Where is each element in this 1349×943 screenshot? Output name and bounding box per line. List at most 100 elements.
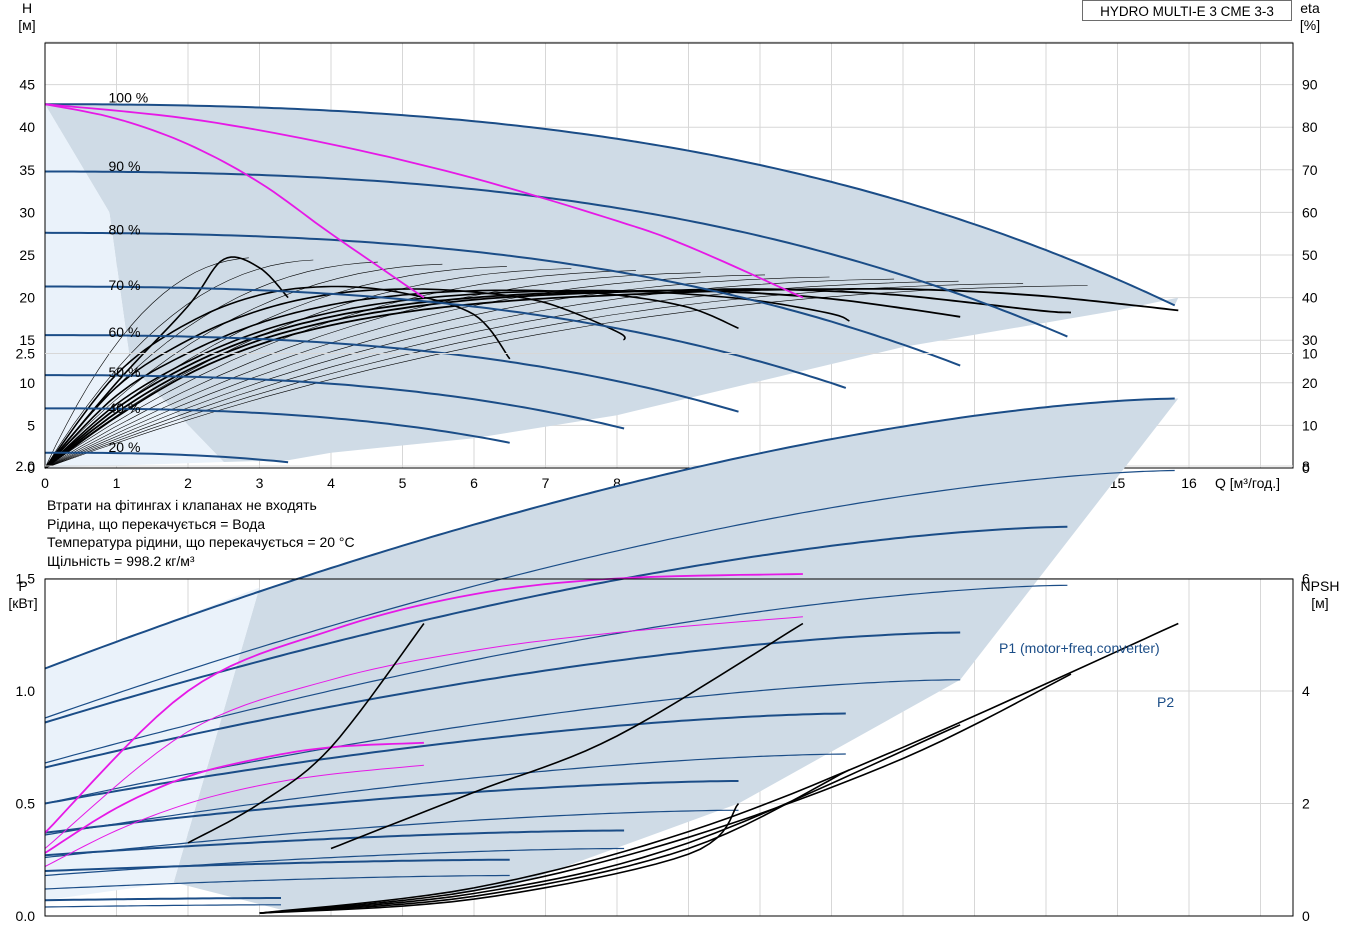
p2-curve bbox=[44, 874, 510, 890]
iso-efficiency-line bbox=[44, 257, 249, 469]
p1-curve bbox=[44, 780, 739, 834]
speed-label: 20 % bbox=[109, 439, 141, 455]
y2-tick-label: 40 bbox=[1302, 290, 1318, 306]
y-tick-label: 5 bbox=[27, 417, 35, 433]
head-operating-envelope bbox=[45, 104, 1179, 462]
npsh-curve bbox=[259, 803, 740, 914]
power-y-axis-unit: [кВт] bbox=[8, 595, 37, 611]
y2-tick-label: 90 bbox=[1302, 77, 1318, 93]
npsh-tick-label: 6 bbox=[1302, 571, 1310, 587]
note-line-1: Втрати на фітингах і клапанах не входять bbox=[47, 497, 317, 513]
head-curve bbox=[45, 374, 625, 430]
y-tick-label: 40 bbox=[19, 119, 35, 135]
npsh-curve bbox=[330, 622, 804, 850]
p1-curve bbox=[44, 858, 510, 872]
p2-curve bbox=[44, 584, 1068, 764]
speed-label: 50 % bbox=[109, 364, 141, 380]
iso-efficiency-line bbox=[44, 278, 895, 469]
power-y-tick-label: 1.5 bbox=[16, 571, 36, 587]
efficiency-curve bbox=[44, 289, 739, 469]
iso-efficiency-line bbox=[44, 274, 766, 469]
p2-curve bbox=[44, 469, 1175, 719]
power-y-tick-label: 0.5 bbox=[16, 796, 36, 812]
note-line-2: Рідина, що перекачується = Вода bbox=[47, 515, 266, 532]
y2-axis-unit: [%] bbox=[1300, 17, 1320, 33]
power-system-curve bbox=[44, 616, 803, 849]
p1-curve-label: P1 (motor+freq.converter) bbox=[999, 640, 1160, 656]
power-y-tick-label: 2.0 bbox=[16, 458, 36, 474]
y2-axis-label: eta bbox=[1300, 0, 1320, 16]
x-tick-label: 16 bbox=[1181, 475, 1197, 491]
efficiency-curve bbox=[44, 285, 511, 469]
speed-label: 70 % bbox=[109, 277, 141, 293]
npsh-curve bbox=[259, 673, 1072, 914]
power-system-curve bbox=[44, 764, 424, 867]
speed-label: 40 % bbox=[109, 400, 141, 416]
y-tick-label: 45 bbox=[19, 77, 35, 93]
iso-efficiency-line bbox=[44, 263, 443, 469]
y2-tick-label: 10 bbox=[1302, 417, 1318, 433]
p2-curve bbox=[44, 809, 739, 859]
npsh-curve bbox=[259, 724, 961, 914]
speed-label: 60 % bbox=[109, 324, 141, 340]
note-line-4: Щільність = 998.2 кг/м³ bbox=[47, 552, 195, 569]
p1-curve bbox=[44, 397, 1175, 670]
x-tick-label: 5 bbox=[399, 475, 407, 491]
head-plot-frame bbox=[44, 42, 1294, 469]
power-system-curve bbox=[44, 573, 803, 834]
head-curve bbox=[45, 103, 1176, 307]
y-tick-label: 0 bbox=[27, 460, 35, 476]
npsh-axis-unit: [м] bbox=[1311, 595, 1328, 611]
system-curve bbox=[44, 103, 804, 299]
power-plot-frame bbox=[44, 578, 1294, 917]
iso-efficiency-line bbox=[44, 259, 314, 469]
head-light-envelope bbox=[45, 104, 224, 468]
head-curve bbox=[45, 407, 510, 444]
speed-label: 80 % bbox=[109, 222, 141, 238]
y2-tick-label: 60 bbox=[1302, 204, 1318, 220]
head-plot: 100 %90 %80 %70 %60 %50 %40 %20 %0 1 2 3 4 5 6… bbox=[18, 0, 1320, 491]
iso-efficiency-line bbox=[44, 276, 830, 469]
efficiency-curve bbox=[44, 256, 289, 469]
iso-efficiency-line bbox=[44, 280, 959, 469]
npsh-curve bbox=[259, 622, 1179, 914]
y-tick-label: 35 bbox=[19, 162, 35, 178]
x-tick-label: 1 bbox=[113, 475, 121, 491]
y-tick-label: 30 bbox=[19, 204, 35, 220]
p1-curve bbox=[44, 897, 281, 902]
y2-tick-label: 20 bbox=[1302, 375, 1318, 391]
p2-curve bbox=[44, 847, 625, 877]
chart-title-box: HYDRO MULTI-E 3 CME 3-3 bbox=[1082, 0, 1292, 21]
x-tick-label: 6 bbox=[470, 475, 478, 491]
y2-tick-label: 30 bbox=[1302, 332, 1318, 348]
power-plot: P1 (motor+freq.converter)P20.00.51.01.52… bbox=[8, 346, 1339, 925]
head-curve bbox=[44, 231, 961, 367]
npsh-curve bbox=[259, 769, 850, 914]
npsh-tick-label: 2 bbox=[1302, 796, 1310, 812]
x-tick-label: 2 bbox=[184, 475, 192, 491]
npsh-axis-label: NPSH bbox=[1301, 578, 1340, 594]
y2-tick-label: 70 bbox=[1302, 162, 1318, 178]
x-tick-label: 7 bbox=[542, 475, 550, 491]
chart-notes: Втрати на фітингах і клапанах не входять… bbox=[47, 496, 355, 570]
y-tick-label: 20 bbox=[19, 290, 35, 306]
iso-efficiency-line bbox=[44, 268, 572, 469]
p2-curve bbox=[44, 679, 961, 805]
y-axis-unit: [м] bbox=[18, 17, 35, 33]
head-curve bbox=[45, 334, 739, 413]
power-system-curve bbox=[44, 741, 424, 854]
x-tick-label: 3 bbox=[256, 475, 264, 491]
p2-curve-label: P2 bbox=[1157, 694, 1174, 710]
iso-efficiency-line bbox=[44, 261, 378, 469]
power-y-tick-label: 1.0 bbox=[16, 683, 36, 699]
speed-label: 100 % bbox=[109, 90, 149, 106]
x-tick-label: 4 bbox=[327, 475, 335, 491]
system-curve bbox=[44, 103, 425, 299]
y2-tick-label: 50 bbox=[1302, 247, 1318, 263]
p1-curve bbox=[44, 631, 961, 769]
npsh-tick-label: 8 bbox=[1302, 458, 1310, 474]
y-tick-label: 10 bbox=[19, 375, 35, 391]
y-tick-label: 15 bbox=[19, 332, 35, 348]
y2-tick-label: 80 bbox=[1302, 119, 1318, 135]
